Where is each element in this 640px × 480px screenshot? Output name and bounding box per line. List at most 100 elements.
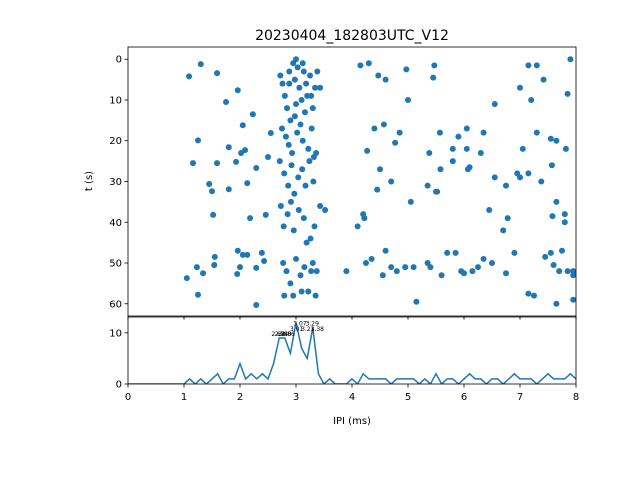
scatter-point xyxy=(449,145,456,152)
scatter-point xyxy=(374,186,381,193)
scatter-point xyxy=(183,275,190,282)
scatter-point xyxy=(561,219,568,226)
scatter-point xyxy=(297,121,304,128)
scatter-point xyxy=(455,133,462,140)
scatter-point xyxy=(528,96,535,103)
scatter-point xyxy=(413,298,420,305)
scatter-point xyxy=(427,264,434,271)
scatter-point xyxy=(343,268,350,275)
axes-frame xyxy=(127,46,577,317)
scatter-point xyxy=(291,190,298,197)
scatter-point xyxy=(475,264,481,271)
scatter-point xyxy=(486,207,493,214)
scatter-point xyxy=(403,66,410,73)
scatter-point xyxy=(480,129,487,136)
scatter-point xyxy=(281,170,288,177)
scatter-point xyxy=(503,270,509,277)
scatter-point xyxy=(402,264,409,271)
scatter-point xyxy=(309,260,316,267)
scatter-point xyxy=(375,72,382,79)
scatter-point xyxy=(525,62,532,69)
scatter-point xyxy=(298,96,305,103)
scatter-point xyxy=(225,144,232,151)
scatter-point xyxy=(290,227,297,234)
scatter-point xyxy=(307,72,313,79)
y-tick-label: 50 xyxy=(109,259,122,270)
scatter-point xyxy=(542,253,549,260)
scatter-point xyxy=(287,117,294,124)
scatter-point xyxy=(424,182,431,189)
annotation: 2.68 xyxy=(271,331,285,338)
scatter-point xyxy=(531,292,537,299)
scatter-point xyxy=(561,211,568,218)
x-tick-label: 5 xyxy=(405,392,411,403)
scatter-point xyxy=(303,80,310,87)
scatter-point xyxy=(436,129,443,136)
scatter-point xyxy=(392,139,399,146)
scatter-point xyxy=(299,60,306,67)
scatter-point xyxy=(517,84,523,91)
line xyxy=(128,322,576,384)
annotation: 3.38 xyxy=(311,326,325,333)
scatter-point xyxy=(298,288,305,295)
scatter-point xyxy=(382,76,389,83)
scatter-point xyxy=(405,96,411,103)
x-tick-label: 1 xyxy=(181,392,187,403)
scatter-point xyxy=(564,268,571,275)
scatter-point xyxy=(491,101,498,108)
scatter-point xyxy=(548,162,555,169)
scatter-point xyxy=(382,247,389,254)
scatter-point xyxy=(549,213,556,220)
scatter-point xyxy=(533,129,540,136)
scatter-point xyxy=(277,202,284,209)
scatter-point xyxy=(322,207,329,214)
scatter-point xyxy=(265,154,271,161)
y-tick-label: 10 xyxy=(109,328,122,339)
scatter-point xyxy=(193,264,200,271)
scatter-point xyxy=(291,76,298,83)
scatter-point xyxy=(310,178,317,185)
scatter-point xyxy=(195,291,201,298)
scatter-point xyxy=(477,149,484,156)
scatter-point xyxy=(234,87,241,94)
scatter-point xyxy=(209,188,215,195)
scatter-point xyxy=(288,162,295,169)
scatter-point xyxy=(281,292,288,299)
y-tick-label: 0 xyxy=(116,380,122,391)
scatter-point xyxy=(464,166,471,173)
scatter-point xyxy=(300,68,307,75)
scatter-point xyxy=(308,125,315,132)
scatter-point xyxy=(444,249,451,256)
scatter-point xyxy=(503,182,509,189)
scatter-point xyxy=(547,249,554,256)
scatter-point xyxy=(306,158,313,165)
scatter-point xyxy=(562,145,569,152)
scatter-point xyxy=(363,260,369,267)
x-tick-label: 7 xyxy=(517,392,523,403)
scatter-point xyxy=(307,235,314,242)
scatter-point xyxy=(211,262,218,269)
scatter-point xyxy=(289,149,296,156)
scatter-point xyxy=(309,105,316,112)
scatter-point xyxy=(469,268,476,275)
scatter-point xyxy=(559,247,565,254)
scatter-point xyxy=(214,160,221,167)
scatter-point xyxy=(303,239,310,246)
scatter-point xyxy=(285,141,292,148)
scatter-point xyxy=(368,255,375,262)
scatter-point xyxy=(300,215,307,222)
scatter-point xyxy=(564,90,571,97)
scatter-point xyxy=(538,178,545,185)
scatter-point xyxy=(393,268,400,275)
scatter-point xyxy=(279,80,286,87)
scatter-point xyxy=(308,268,315,275)
scatter-point xyxy=(433,188,439,195)
scatter-point xyxy=(313,268,320,275)
annotation: 3.07 xyxy=(293,321,307,328)
scatter-point xyxy=(430,74,437,81)
scatter-point xyxy=(500,227,507,234)
scatter-point xyxy=(285,182,292,189)
scatter-point xyxy=(301,264,308,271)
scatter-point xyxy=(305,145,312,152)
